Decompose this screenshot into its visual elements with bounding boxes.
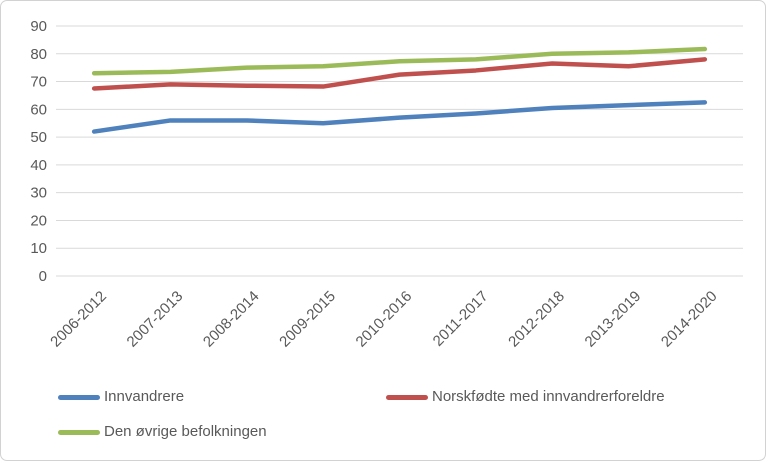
y-tick-label: 20 bbox=[30, 212, 47, 229]
y-tick-label: 50 bbox=[30, 129, 47, 146]
y-tick-label: 80 bbox=[30, 46, 47, 63]
legend-item-ovrige-befolkningen: Den øvrige befolkningen bbox=[58, 422, 267, 442]
y-tick-label: 0 bbox=[39, 268, 47, 285]
series-line-0 bbox=[91, 100, 708, 134]
x-tick-label: 2010-2016 bbox=[353, 288, 416, 351]
x-tick-label: 2008-2014 bbox=[200, 288, 263, 351]
x-tick-label: 2009-2015 bbox=[276, 288, 339, 351]
x-tick-label: 2007-2013 bbox=[124, 288, 187, 351]
y-tick-label: 10 bbox=[30, 240, 47, 257]
legend-label-innvandrere: Innvandrere bbox=[104, 388, 185, 405]
legend-marker-innvandrere bbox=[58, 394, 100, 400]
legend-marker-norskfodte bbox=[386, 394, 428, 400]
y-tick-label: 40 bbox=[30, 157, 47, 174]
legend-item-norskfodte: Norskfødte med innvandrerforeldre bbox=[386, 387, 665, 407]
series-line-1 bbox=[91, 57, 708, 91]
x-tick-label: 2013-2019 bbox=[582, 288, 645, 351]
x-tick-label: 2011-2017 bbox=[430, 288, 492, 350]
legend-marker-ovrige-befolkningen bbox=[58, 429, 100, 435]
y-tick-label: 90 bbox=[30, 18, 47, 35]
legend-label-norskfodte: Norskfødte med innvandrerforeldre bbox=[432, 388, 665, 405]
y-tick-label: 60 bbox=[30, 101, 47, 118]
x-tick-label: 2006-2012 bbox=[47, 288, 110, 351]
y-tick-label: 70 bbox=[30, 74, 47, 91]
legend-item-innvandrere: Innvandrere bbox=[58, 387, 184, 407]
x-tick-label: 2014-2020 bbox=[658, 288, 721, 351]
x-tick-label: 2012-2018 bbox=[505, 288, 568, 351]
y-tick-label: 30 bbox=[30, 185, 47, 202]
legend-label-ovrige-befolkningen: Den øvrige befolkningen bbox=[104, 423, 267, 440]
series-line-2 bbox=[91, 46, 708, 76]
